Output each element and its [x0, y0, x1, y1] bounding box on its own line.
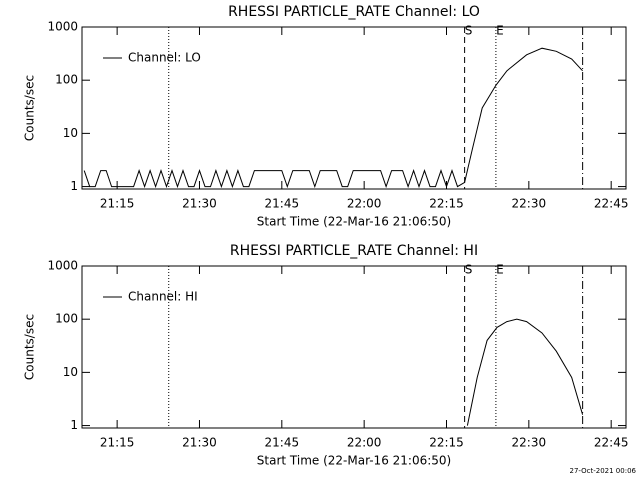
- x-tick-label: 22:45: [594, 436, 629, 450]
- y-tick-label: 10: [63, 365, 78, 379]
- x-tick-label: 22:30: [512, 436, 547, 450]
- y-tick-label: 1000: [47, 259, 78, 273]
- plot-frame: [81, 265, 627, 429]
- x-tick-label: 22:00: [347, 197, 382, 211]
- x-tick-label: 22:15: [429, 436, 464, 450]
- x-tick-label: 22:00: [347, 436, 382, 450]
- x-tick-label: 21:15: [100, 436, 135, 450]
- chart-title: RHESSI PARTICLE_RATE Channel: LO: [228, 4, 480, 20]
- y-tick-label: 100: [55, 73, 78, 87]
- marker-label: S: [465, 263, 473, 277]
- x-tick-label: 22:15: [429, 197, 464, 211]
- x-tick-label: 21:30: [182, 436, 217, 450]
- x-tick-label: 22:45: [594, 197, 629, 211]
- marker-label: E: [496, 24, 504, 38]
- marker-label: S: [465, 24, 473, 38]
- y-tick-label: 1: [70, 179, 78, 193]
- y-tick-label: 100: [55, 312, 78, 326]
- series-line: [83, 47, 583, 189]
- marker-label: E: [496, 263, 504, 277]
- y-tick-label: 1000: [47, 20, 78, 34]
- y-tick-label: 1: [70, 418, 78, 432]
- plot-frame: [81, 26, 627, 190]
- timestamp: 27-Oct-2021 00:06: [570, 467, 637, 475]
- x-tick-label: 21:45: [265, 436, 300, 450]
- y-tick-label: 10: [63, 126, 78, 140]
- x-axis-label: Start Time (22-Mar-16 21:06:50): [257, 215, 451, 229]
- legend-label: Channel: LO: [128, 51, 201, 65]
- x-axis-label: Start Time (22-Mar-16 21:06:50): [257, 454, 451, 468]
- series-line: [466, 318, 584, 426]
- x-tick-label: 22:30: [512, 197, 547, 211]
- legend-label: Channel: HI: [128, 290, 198, 304]
- x-tick-label: 21:30: [182, 197, 217, 211]
- x-tick-label: 21:45: [265, 197, 300, 211]
- chart-title: RHESSI PARTICLE_RATE Channel: HI: [230, 243, 478, 259]
- y-axis-label: Counts/sec: [23, 314, 37, 380]
- y-axis-label: Counts/sec: [23, 75, 37, 141]
- x-tick-label: 21:15: [100, 197, 135, 211]
